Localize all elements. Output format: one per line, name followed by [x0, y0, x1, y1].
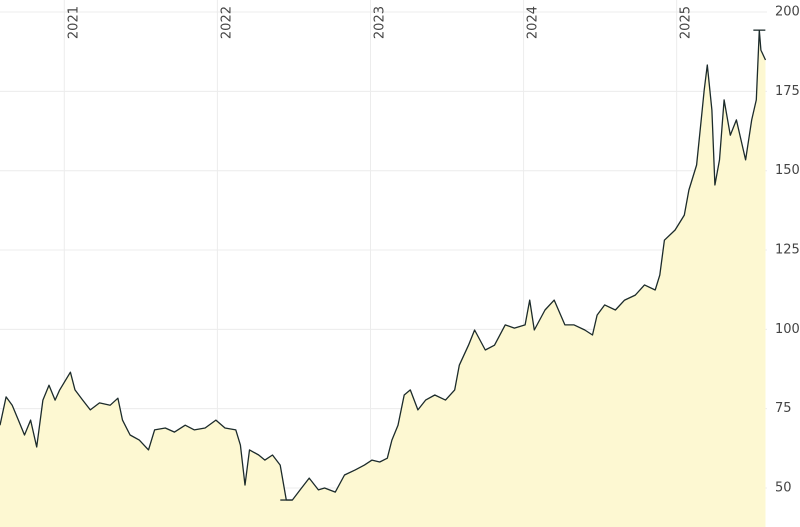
y-tick-label: 125	[775, 243, 800, 258]
y-tick-label: 200	[775, 5, 800, 20]
x-tick-label: 2022	[219, 6, 234, 39]
x-tick-label: 2023	[372, 6, 387, 39]
y-tick-label: 150	[775, 163, 800, 178]
y-tick-label: 175	[775, 84, 800, 99]
line	[0, 29, 767, 501]
y-tick-label: 50	[775, 480, 792, 495]
x-tick-label: 2025	[679, 6, 694, 39]
x-tick-label: 2021	[66, 6, 81, 39]
x-tick-label: 2024	[526, 6, 541, 39]
y-tick-label: 75	[775, 401, 792, 416]
area	[0, 30, 766, 527]
y-tick-label: 100	[775, 322, 800, 337]
